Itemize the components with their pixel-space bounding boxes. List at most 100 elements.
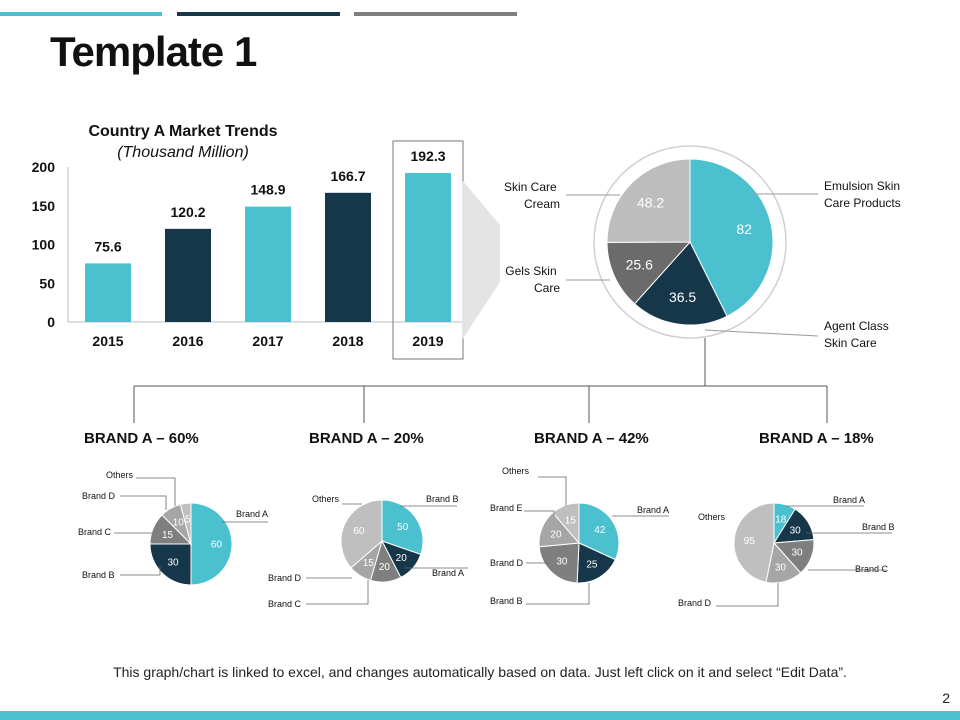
slice-leader-line	[306, 580, 369, 605]
accent-bar-teal	[0, 12, 162, 16]
label-skin-care-cream-line2: Cream	[524, 197, 560, 211]
slice-callout-label: Brand A	[833, 495, 865, 505]
label-skin-care-cream: Skin Care Cream	[504, 180, 560, 211]
footer-note: This graph/chart is linked to excel, and…	[113, 664, 847, 680]
slice-leader-line	[136, 477, 176, 506]
slice-callout-label: Brand A	[236, 509, 268, 519]
pie2-slice-others[interactable]	[340, 499, 383, 569]
y-tick-label: 100	[32, 237, 56, 253]
pie3-slice-others[interactable]	[552, 502, 580, 545]
pie3-slice-brand-a[interactable]	[578, 502, 620, 561]
slice-leader-line	[524, 510, 555, 516]
slice-callout-label: Brand B	[82, 570, 115, 580]
pie1-value-others: 5	[185, 514, 191, 525]
pie3-slice-brand-d[interactable]	[538, 542, 580, 584]
pie3-value-others: 15	[565, 515, 577, 526]
pie2-value-others: 60	[353, 526, 365, 537]
small-pie-labels: Others Brand D Brand C Brand B Brand A Others…	[78, 466, 895, 609]
slice-callout-label: Brand C	[855, 564, 889, 574]
bar-chart-title: Country A Market Trends	[88, 123, 277, 140]
x-tick-label: 2016	[172, 333, 203, 349]
label-agent-line2: Skin Care	[824, 336, 877, 350]
brand-pie-20[interactable]: 50 20 20 15 60	[340, 499, 424, 583]
brand-pie-42[interactable]: 42 25 30 2015	[538, 502, 620, 584]
slice-callout-label: Brand A	[432, 568, 464, 578]
x-tick-label: 2017	[252, 333, 283, 349]
bar-chart-subtitle: (Thousand Million)	[117, 144, 249, 161]
main-pie-value-agent-class-skin-care: 36.5	[669, 289, 696, 305]
slice-callout-label: Brand D	[268, 573, 302, 583]
bar-value-label: 120.2	[170, 204, 205, 220]
bar-value-label: 75.6	[94, 238, 121, 254]
slice-leader-line	[716, 583, 779, 607]
slice-callout-label: Brand D	[678, 598, 712, 608]
y-tick-label: 200	[32, 159, 56, 175]
page-number: 2	[942, 690, 950, 706]
pie1-slice-others[interactable]	[179, 502, 192, 545]
pie1-slice-brand-a[interactable]	[190, 502, 233, 586]
accent-bar-navy	[177, 12, 340, 16]
pie3-value-brand-b: 25	[586, 560, 598, 571]
label-emulsion: Emulsion Skin Care Products	[824, 179, 903, 210]
main-pie-slice-agent-class-skin-care[interactable]	[633, 241, 728, 326]
pie3-value-brand-a: 42	[594, 525, 606, 536]
brand-heading-18: BRAND A – 18%	[759, 430, 874, 447]
pie1-value-brand-d: 10	[173, 517, 185, 528]
main-pie-value-emulsion-skin-care-products: 82	[736, 221, 752, 237]
slice-callout-label: Brand E	[490, 503, 523, 513]
slice-leader-line	[538, 476, 567, 506]
pie4-slice-others[interactable]	[733, 502, 775, 583]
y-tick-label: 50	[39, 275, 55, 291]
bar-2015[interactable]	[85, 263, 131, 322]
main-pie[interactable]: 82 36.5 25.6 48.2	[606, 158, 774, 326]
x-tick-label: 2019	[412, 333, 443, 349]
slice-leader-line	[526, 583, 590, 605]
leader-agent-class	[704, 329, 819, 337]
main-pie-slice-emulsion-skin-care-products[interactable]	[689, 158, 774, 317]
slice-callout-label: Others	[502, 466, 530, 476]
slide-title: Template 1	[50, 28, 257, 75]
label-agent-class: Agent Class Skin Care	[824, 319, 892, 350]
pie2-value-brand-a: 20	[396, 553, 408, 564]
y-tick-label: 150	[32, 198, 56, 214]
bar-2018[interactable]	[325, 192, 371, 322]
pie4-value-brand-a: 18	[775, 515, 787, 526]
slice-callout-label: Others	[312, 494, 340, 504]
pie2-slice-brand-b[interactable]	[381, 499, 424, 556]
pie4-value-others: 95	[744, 536, 756, 547]
pie2-value-brand-c: 20	[379, 562, 391, 573]
bar-value-label: 192.3	[410, 148, 445, 164]
x-tick-label: 2018	[332, 333, 363, 349]
slice-callout-label: Others	[698, 512, 726, 522]
bar-2019[interactable]	[405, 172, 451, 322]
bar-series[interactable]: 75.6 2015 120.2 2016 148.9 2017 166.7 2018 192.3…	[85, 140, 464, 360]
brand-pie-60[interactable]: 60 30 15 10 5	[149, 502, 233, 586]
pie1-slice-brand-b[interactable]	[149, 543, 192, 586]
slice-callout-label: Brand C	[78, 527, 112, 537]
bar-2016[interactable]	[165, 228, 211, 322]
y-tick-label: 0	[47, 314, 55, 330]
pie3-value-brand-e: 20	[550, 529, 562, 540]
label-gels-line1: Gels Skin	[505, 264, 556, 278]
pie1-value-brand-a: 60	[211, 540, 223, 551]
slice-callout-label: Brand D	[490, 558, 524, 568]
pie3-slice-brand-b[interactable]	[576, 542, 617, 584]
label-emulsion-line2: Care Products	[824, 196, 901, 210]
slice-callout-label: Brand C	[268, 599, 302, 609]
main-pie-slice-skin-care-cream[interactable]	[606, 158, 691, 243]
accent-bar-gray	[354, 12, 517, 16]
main-pie-value-skin-care-cream: 48.2	[637, 195, 664, 211]
pie2-value-brand-b: 50	[397, 522, 409, 533]
slice-callout-label: Others	[106, 470, 134, 480]
slice-callout-label: Brand B	[490, 596, 523, 606]
label-skin-care-cream-line1: Skin Care	[504, 180, 557, 194]
bar-2017[interactable]	[245, 206, 291, 322]
bar-value-label: 166.7	[330, 168, 365, 184]
main-pie-slice-gels-skin-care[interactable]	[606, 241, 692, 305]
pie4-value-brand-b: 30	[790, 526, 802, 537]
label-emulsion-line1: Emulsion Skin	[824, 179, 900, 193]
main-pie-value-gels-skin-care: 25.6	[626, 257, 653, 273]
slice-callout-label: Brand A	[637, 505, 669, 515]
